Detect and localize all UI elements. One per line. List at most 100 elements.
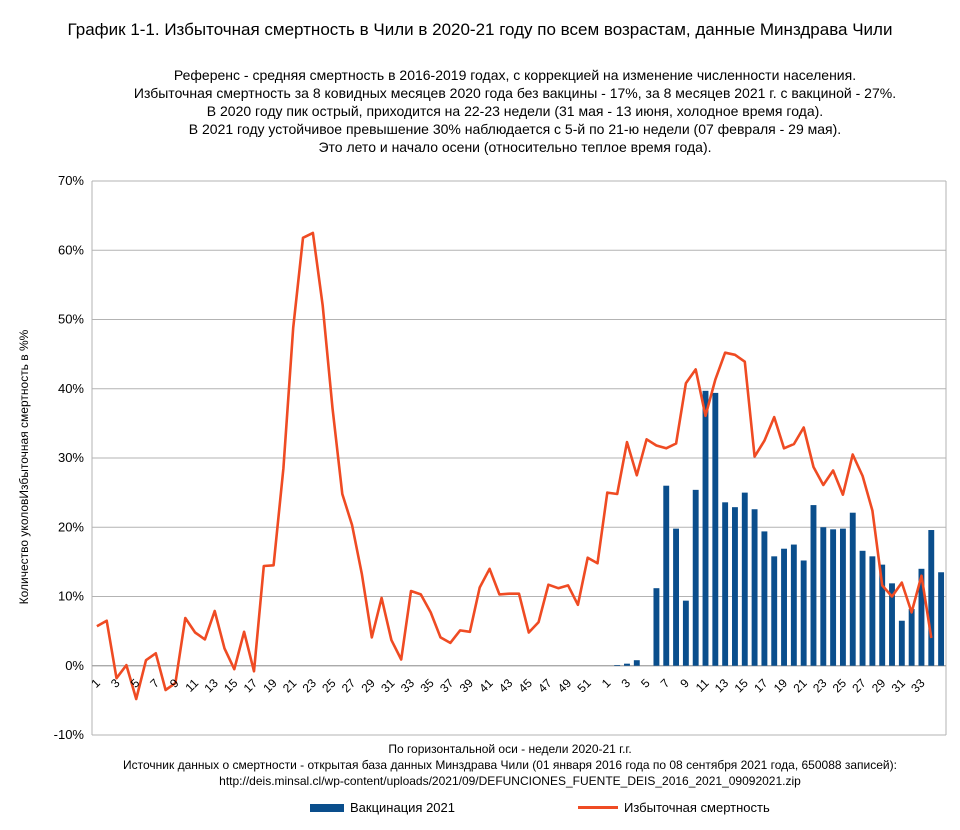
x-axis-notes: По горизонтальной оси - недели 2020-21 г… [0, 741, 960, 789]
x-tick-label: 21 [790, 676, 810, 696]
x-tick-label: 29 [359, 676, 379, 696]
subtitle-line: Избыточная смертность за 8 ковидных меся… [133, 85, 897, 101]
x-tick-label: 7 [658, 676, 673, 691]
x-tick-label: 15 [732, 676, 752, 696]
x-tick-label: 51 [574, 676, 594, 696]
vaccination-bar [761, 531, 768, 666]
vaccination-bar [624, 663, 630, 666]
x-tick-label: 35 [417, 676, 437, 696]
y-tick-label: 70% [58, 173, 84, 188]
vaccination-bar [732, 507, 738, 666]
x-tick-label: 11 [182, 676, 201, 695]
vaccination-bar [918, 568, 925, 666]
vaccination-bar [889, 583, 895, 666]
x-tick-label: 19 [771, 676, 791, 696]
vaccination-bar [614, 665, 621, 666]
vaccination-bar [741, 492, 748, 666]
vaccination-bar [781, 548, 787, 666]
vaccination-bar [653, 588, 660, 666]
x-tick-label: 21 [280, 676, 300, 696]
x-tick-label: 13 [201, 676, 221, 696]
vaccination-bar [869, 556, 876, 666]
chart-subtitle: Референс - средняя смертность в 2016-201… [0, 66, 960, 156]
vaccination-bar [682, 600, 689, 666]
x-tick-label: 31 [889, 676, 909, 696]
vaccination-bar [771, 556, 778, 666]
x-tick-label: 31 [378, 676, 398, 696]
x-tick-label: 23 [300, 676, 320, 696]
vaccination-bar [790, 544, 797, 666]
vaccination-bar [633, 660, 640, 666]
x-tick-label: 11 [693, 676, 712, 695]
x-tick-label: 33 [908, 676, 928, 696]
x-tick-label: 27 [339, 676, 359, 696]
x-tick-label: 25 [830, 676, 850, 696]
y-tick-label: 40% [58, 381, 84, 396]
x-tick-label: 33 [398, 676, 418, 696]
vaccination-bar [673, 528, 680, 666]
x-tick-label: 17 [241, 676, 261, 696]
x-tick-label: 49 [555, 676, 575, 696]
vaccination-bar [839, 528, 846, 666]
vaccination-bar [712, 392, 719, 666]
legend-label-excess-mortality: Избыточная смертность [624, 800, 770, 815]
vaccination-bar [928, 530, 935, 666]
chart-title: График 1-1. Избыточная смертность в Чили… [67, 20, 893, 39]
x-tick-label: 5 [638, 676, 653, 691]
y-tick-label: -10% [54, 727, 85, 742]
x-tick-label: 43 [496, 676, 516, 696]
excess-mortality-line [96, 231, 933, 701]
y-tick-label: 60% [58, 242, 84, 257]
y-tick-label: 50% [58, 312, 84, 327]
x-tick-label: 41 [476, 676, 496, 696]
x-tick-label: 13 [712, 676, 732, 696]
x-tick-label: 39 [457, 676, 477, 696]
legend-swatch-line [578, 806, 618, 809]
vaccination-bar [820, 527, 827, 666]
x-tick-label: 23 [810, 676, 830, 696]
x-tick-label: 29 [869, 676, 889, 696]
subtitle-line: Это лето и начало осени (относительно те… [318, 139, 712, 155]
y-tick-label: 10% [58, 589, 84, 604]
vaccination-bar [810, 505, 817, 666]
vaccination-bar [722, 502, 729, 666]
vaccination-bar [702, 390, 709, 666]
x-tick-label: 3 [618, 676, 633, 691]
subtitle-line: В 2020 году пик острый, приходится на 22… [206, 103, 824, 119]
legend-item-vaccination: Вакцинация 2021 [310, 800, 455, 815]
legend-item-excess-mortality: Избыточная смертность [578, 800, 770, 815]
x-tick-label: 15 [221, 676, 241, 696]
legend-swatch-bar [310, 803, 344, 812]
vaccination-bar [908, 608, 915, 666]
subtitle-line: В 2021 году устойчивое превышение 30% на… [188, 121, 842, 137]
vaccination-bar [663, 485, 670, 666]
source-note: Источник данных о смертности - открытая … [123, 758, 897, 772]
subtitle-line: Референс - средняя смертность в 2016-201… [173, 67, 857, 83]
x-tick-label: 7 [147, 676, 162, 691]
x-tick-label: 47 [535, 676, 555, 696]
vaccination-bar [898, 620, 905, 666]
x-tick-label: 1 [88, 676, 103, 691]
x-tick-label: 45 [516, 676, 536, 696]
x-axis-label: По горизонтальной оси - недели 2020-21 г… [388, 742, 632, 756]
vaccination-bar [692, 489, 699, 666]
vaccination-bar [751, 509, 758, 666]
vaccination-bar [830, 529, 837, 666]
x-tick-label: 27 [849, 676, 869, 696]
vaccination-bar [938, 572, 945, 666]
vaccination-bar [800, 560, 807, 666]
vaccination-bar [879, 564, 886, 666]
y-tick-label: 20% [58, 519, 84, 534]
source-url: http://deis.minsal.cl/wp-content/uploads… [219, 774, 801, 788]
x-tick-label: 37 [437, 676, 457, 696]
y-tick-label: 0% [65, 658, 84, 673]
vaccination-bar [859, 550, 866, 666]
y-tick-label: 30% [58, 450, 84, 465]
x-tick-label: 19 [260, 676, 280, 696]
vaccination-bar [849, 512, 856, 666]
x-tick-label: 17 [751, 676, 771, 696]
x-tick-label: 9 [677, 676, 692, 691]
x-tick-label: 25 [319, 676, 339, 696]
legend-label-vaccination: Вакцинация 2021 [350, 800, 455, 815]
